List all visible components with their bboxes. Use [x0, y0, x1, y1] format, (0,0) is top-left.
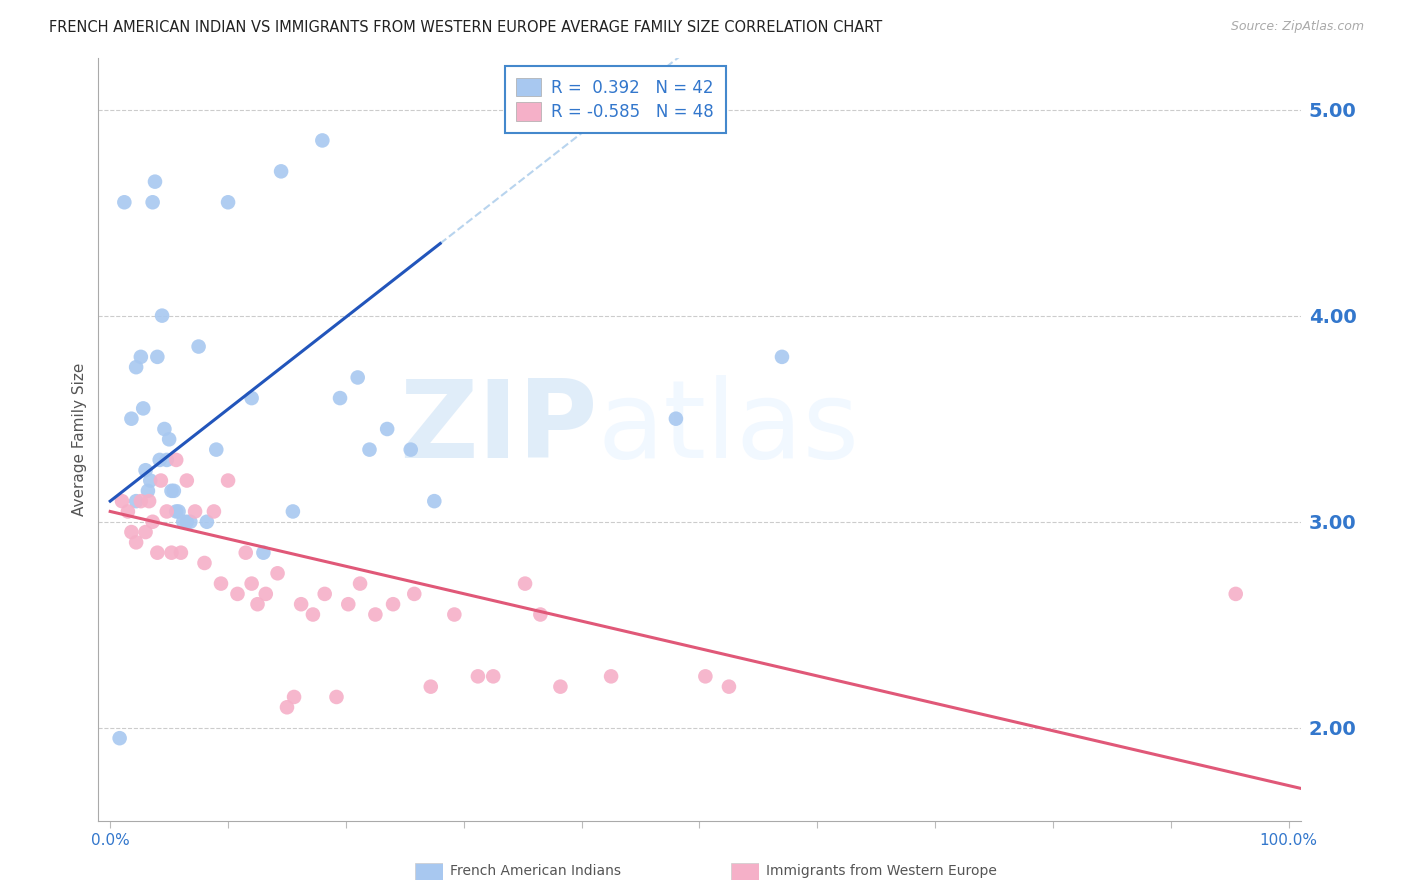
- Text: ZIP: ZIP: [399, 375, 598, 481]
- Point: [176, 515, 198, 529]
- Point: [163, 483, 186, 498]
- Point: [117, 504, 139, 518]
- Point: [270, 164, 292, 178]
- Point: [665, 411, 688, 425]
- Point: [112, 195, 135, 210]
- Point: [120, 411, 142, 425]
- Point: [156, 504, 179, 518]
- Point: [254, 587, 277, 601]
- Point: [156, 453, 179, 467]
- Text: Source: ZipAtlas.com: Source: ZipAtlas.com: [1230, 20, 1364, 33]
- Point: [290, 597, 312, 611]
- Point: [529, 607, 551, 622]
- Point: [482, 669, 505, 683]
- Point: [359, 442, 381, 457]
- Point: [165, 453, 187, 467]
- Point: [240, 576, 263, 591]
- Point: [193, 556, 215, 570]
- Point: [108, 731, 131, 746]
- Point: [165, 504, 187, 518]
- Point: [281, 504, 304, 518]
- Point: [467, 669, 489, 683]
- Point: [129, 350, 152, 364]
- Point: [202, 504, 225, 518]
- Point: [125, 494, 148, 508]
- Point: [170, 546, 193, 560]
- Point: [138, 494, 160, 508]
- Point: [142, 195, 165, 210]
- Point: [135, 524, 157, 539]
- Point: [136, 483, 159, 498]
- Point: [184, 504, 207, 518]
- Point: [149, 453, 172, 467]
- Point: [153, 422, 176, 436]
- Point: [125, 360, 148, 375]
- Point: [246, 597, 269, 611]
- Point: [187, 340, 209, 354]
- Point: [217, 474, 239, 488]
- Point: [142, 515, 165, 529]
- Point: [157, 433, 180, 447]
- Point: [443, 607, 465, 622]
- Point: [120, 524, 142, 539]
- Point: [252, 546, 274, 560]
- Y-axis label: Average Family Size: Average Family Size: [72, 363, 87, 516]
- Point: [311, 133, 333, 147]
- Point: [382, 597, 405, 611]
- Point: [423, 494, 446, 508]
- Point: [717, 680, 740, 694]
- Point: [172, 515, 194, 529]
- Point: [399, 442, 422, 457]
- Point: [129, 494, 152, 508]
- Text: French American Indians: French American Indians: [450, 864, 621, 879]
- Point: [125, 535, 148, 549]
- Point: [302, 607, 325, 622]
- Point: [205, 442, 228, 457]
- Point: [179, 515, 201, 529]
- Point: [329, 391, 352, 405]
- Point: [266, 566, 288, 581]
- Text: FRENCH AMERICAN INDIAN VS IMMIGRANTS FROM WESTERN EUROPE AVERAGE FAMILY SIZE COR: FRENCH AMERICAN INDIAN VS IMMIGRANTS FRO…: [49, 20, 883, 35]
- Point: [217, 195, 239, 210]
- Point: [276, 700, 298, 714]
- Point: [600, 669, 623, 683]
- Point: [150, 309, 173, 323]
- Point: [111, 494, 134, 508]
- Point: [139, 474, 162, 488]
- Point: [283, 690, 305, 704]
- Point: [209, 576, 232, 591]
- Point: [325, 690, 347, 704]
- Point: [550, 680, 572, 694]
- Text: Immigrants from Western Europe: Immigrants from Western Europe: [766, 864, 997, 879]
- Point: [146, 546, 169, 560]
- Point: [149, 474, 172, 488]
- Point: [160, 483, 183, 498]
- Point: [337, 597, 360, 611]
- Point: [226, 587, 249, 601]
- Point: [195, 515, 218, 529]
- Point: [135, 463, 157, 477]
- Point: [314, 587, 336, 601]
- Point: [375, 422, 398, 436]
- Point: [695, 669, 717, 683]
- Point: [160, 546, 183, 560]
- Point: [176, 474, 198, 488]
- Point: [404, 587, 426, 601]
- Point: [349, 576, 371, 591]
- Legend: R =  0.392   N = 42, R = -0.585   N = 48: R = 0.392 N = 42, R = -0.585 N = 48: [505, 66, 725, 133]
- Point: [513, 576, 536, 591]
- Text: atlas: atlas: [598, 375, 859, 481]
- Point: [143, 175, 166, 189]
- Point: [240, 391, 263, 405]
- Point: [167, 504, 190, 518]
- Point: [1225, 587, 1247, 601]
- Point: [146, 350, 169, 364]
- Point: [235, 546, 257, 560]
- Point: [770, 350, 793, 364]
- Point: [364, 607, 387, 622]
- Point: [346, 370, 368, 384]
- Point: [132, 401, 155, 416]
- Point: [419, 680, 441, 694]
